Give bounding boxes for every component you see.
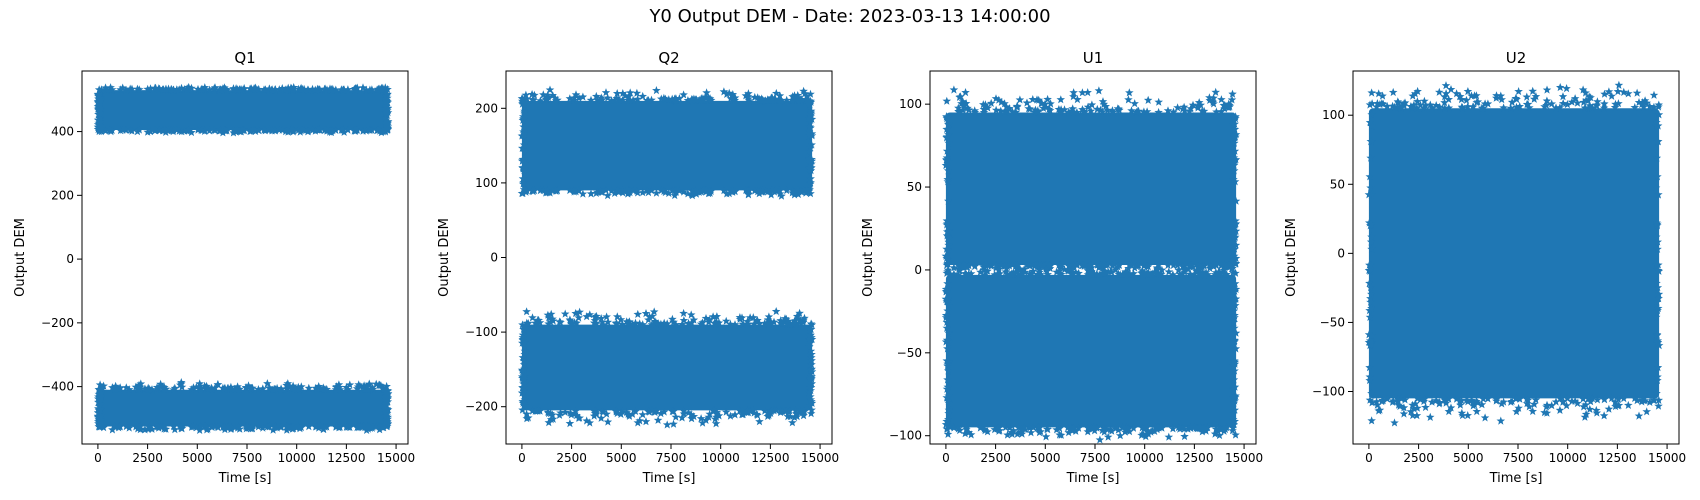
series-1 [517, 85, 817, 200]
subplot-q2: 0 2500 5000 7500 10000 12500 15000 −200 −100 0 100… [437, 49, 839, 486]
x-tick-label: 0 [1365, 451, 1373, 465]
y-tick-label: 100 [1322, 108, 1345, 122]
y-tick-label: −50 [897, 346, 922, 360]
x-tick-label: 2500 [132, 451, 163, 465]
x-tick-label: 5000 [182, 451, 213, 465]
x-tick-label: 0 [518, 451, 526, 465]
y-tick-label: −100 [465, 325, 498, 339]
subplot-title: U2 [1506, 49, 1527, 67]
y-tick-label: −200 [41, 316, 74, 330]
y-tick-label: −200 [465, 400, 498, 414]
x-tick-label: 10000 [1126, 451, 1164, 465]
x-tick-label: 2500 [980, 451, 1011, 465]
y-tick-label: −100 [889, 429, 922, 443]
y-tick-label: 0 [490, 251, 498, 265]
point-band [97, 90, 389, 130]
x-tick-label: 10000 [702, 451, 740, 465]
x-tick-label: 10000 [278, 451, 316, 465]
subplot-title: Q2 [658, 49, 679, 67]
x-tick-label: 5000 [1030, 451, 1061, 465]
y-axis-label: Output DEM [437, 218, 452, 297]
y-tick-label: −100 [1312, 385, 1345, 399]
y-tick-label: 400 [51, 125, 74, 139]
x-axis-label: Time [s] [642, 471, 696, 486]
x-tick-label: 12500 [1175, 451, 1213, 465]
x-tick-label: 2500 [556, 451, 587, 465]
subplot-u2: 0 2500 5000 7500 10000 12500 15000 −100 −50 0 50 10… [1284, 49, 1686, 486]
x-tick-label: 10000 [1549, 451, 1587, 465]
point-stars [517, 85, 817, 200]
axes-frame [1352, 70, 1680, 445]
y-tick-label: 200 [51, 188, 74, 202]
point-band [945, 112, 1237, 265]
y-tick-label: 0 [66, 252, 74, 266]
plot-area [93, 82, 393, 434]
axes-frame [81, 70, 409, 445]
x-tick-label: 15000 [1648, 451, 1686, 465]
x-tick-label: 12500 [751, 451, 789, 465]
subplot-q1: 0 2500 5000 7500 10000 12500 15000 −400 −200 0 200… [13, 49, 415, 486]
y-axis-label: Output DEM [13, 218, 28, 297]
y-tick-label: 50 [907, 180, 922, 194]
point-band [1368, 108, 1660, 399]
point-band [521, 100, 813, 191]
y-tick-label: 50 [1330, 177, 1345, 191]
point-stars [517, 307, 817, 429]
series-1 [1364, 80, 1664, 427]
y-tick-label: 100 [475, 176, 498, 190]
x-axis-label: Time [s] [1066, 471, 1120, 486]
series-2 [517, 307, 817, 429]
x-tick-label: 15000 [377, 451, 415, 465]
x-tick-label: 7500 [1080, 451, 1111, 465]
point-stars [93, 82, 393, 137]
x-tick-label: 2500 [1403, 451, 1434, 465]
figure-suptitle: Y0 Output DEM - Date: 2023-03-13 14:00:0… [649, 6, 1051, 27]
x-tick-label: 7500 [656, 451, 687, 465]
y-tick-label: −400 [41, 380, 74, 394]
point-band [945, 274, 1237, 428]
x-axis-label: Time [s] [218, 471, 272, 486]
y-tick-label: 0 [1337, 246, 1345, 260]
point-stars [93, 378, 393, 434]
x-tick-label: 12500 [1598, 451, 1636, 465]
y-axis-label: Output DEM [1284, 218, 1299, 297]
y-axis-label: Output DEM [861, 218, 876, 297]
y-tick-label: −50 [1320, 315, 1345, 329]
plot-area [1364, 80, 1664, 427]
x-tick-label: 7500 [232, 451, 263, 465]
subplot-u1: 0 2500 5000 7500 10000 12500 15000 −100 −50 0 50 10… [861, 49, 1263, 486]
y-tick-label: 0 [914, 263, 922, 277]
series-2 [941, 262, 1241, 444]
x-tick-label: 7500 [1503, 451, 1534, 465]
point-band [97, 389, 389, 427]
x-axis-label: Time [s] [1489, 471, 1543, 486]
series-1 [941, 85, 1241, 274]
x-tick-label: 5000 [606, 451, 637, 465]
series-1 [93, 82, 393, 137]
x-tick-label: 15000 [801, 451, 839, 465]
x-tick-label: 12500 [327, 451, 365, 465]
y-tick-label: 100 [899, 97, 922, 111]
plot-area [941, 85, 1241, 444]
x-tick-label: 0 [942, 451, 950, 465]
x-tick-label: 5000 [1453, 451, 1484, 465]
y-tick-label: 200 [475, 101, 498, 115]
subplot-title: U1 [1083, 49, 1104, 67]
axes-frame [929, 70, 1257, 445]
series-2 [93, 378, 393, 434]
point-band [521, 324, 813, 411]
x-tick-label: 0 [94, 451, 102, 465]
x-tick-label: 15000 [1225, 451, 1263, 465]
subplot-title: Q1 [234, 49, 255, 67]
plot-area [517, 85, 817, 429]
